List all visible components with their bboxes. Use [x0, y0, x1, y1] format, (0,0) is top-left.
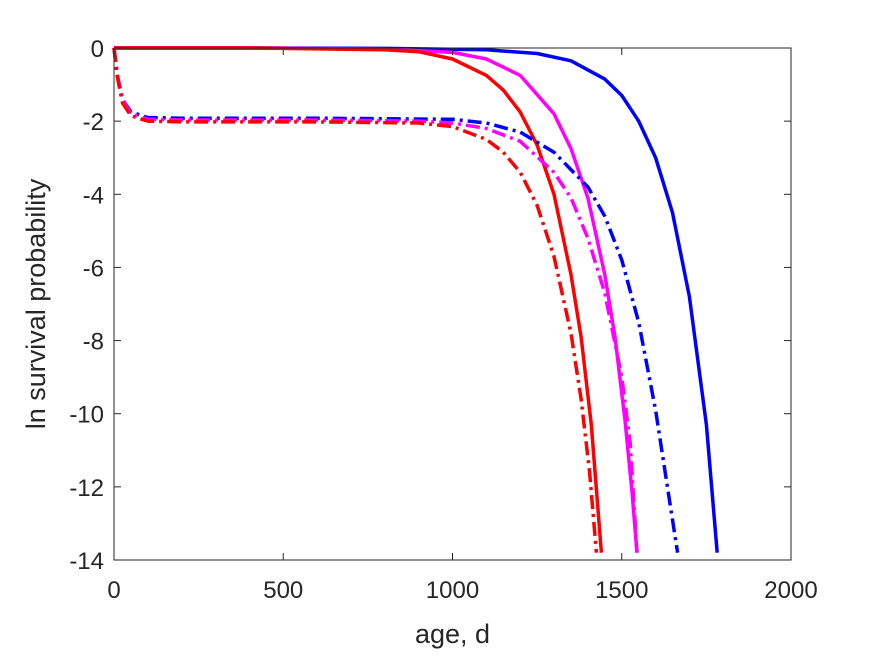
y-tick-label: 0 [91, 36, 104, 63]
y-tick-label: -6 [83, 255, 104, 282]
y-tick-label: -2 [83, 109, 104, 136]
x-tick-label: 500 [263, 577, 303, 604]
y-tick-label: -14 [69, 548, 104, 575]
series-line-6 [112, 47, 599, 553]
y-tick-label: -12 [69, 475, 104, 502]
x-tick-label: 1500 [595, 577, 648, 604]
y-tick-label: -8 [83, 329, 104, 356]
x-tick-label: 0 [107, 577, 120, 604]
x-axis-label: age, d [415, 619, 490, 649]
series-layer [112, 46, 719, 553]
y-tick-label: -10 [69, 402, 104, 429]
ticks-layer: 0 500 1000 1500 2000 0 -2 -4 -6 -8 -10 -12 -14 [69, 36, 817, 604]
x-tick-label: 2000 [764, 577, 817, 604]
series-line-3 [114, 46, 604, 553]
y-axis-label: ln survival probability [21, 178, 51, 429]
y-tick-label: -4 [83, 182, 104, 209]
x-tick-label: 1000 [426, 577, 479, 604]
